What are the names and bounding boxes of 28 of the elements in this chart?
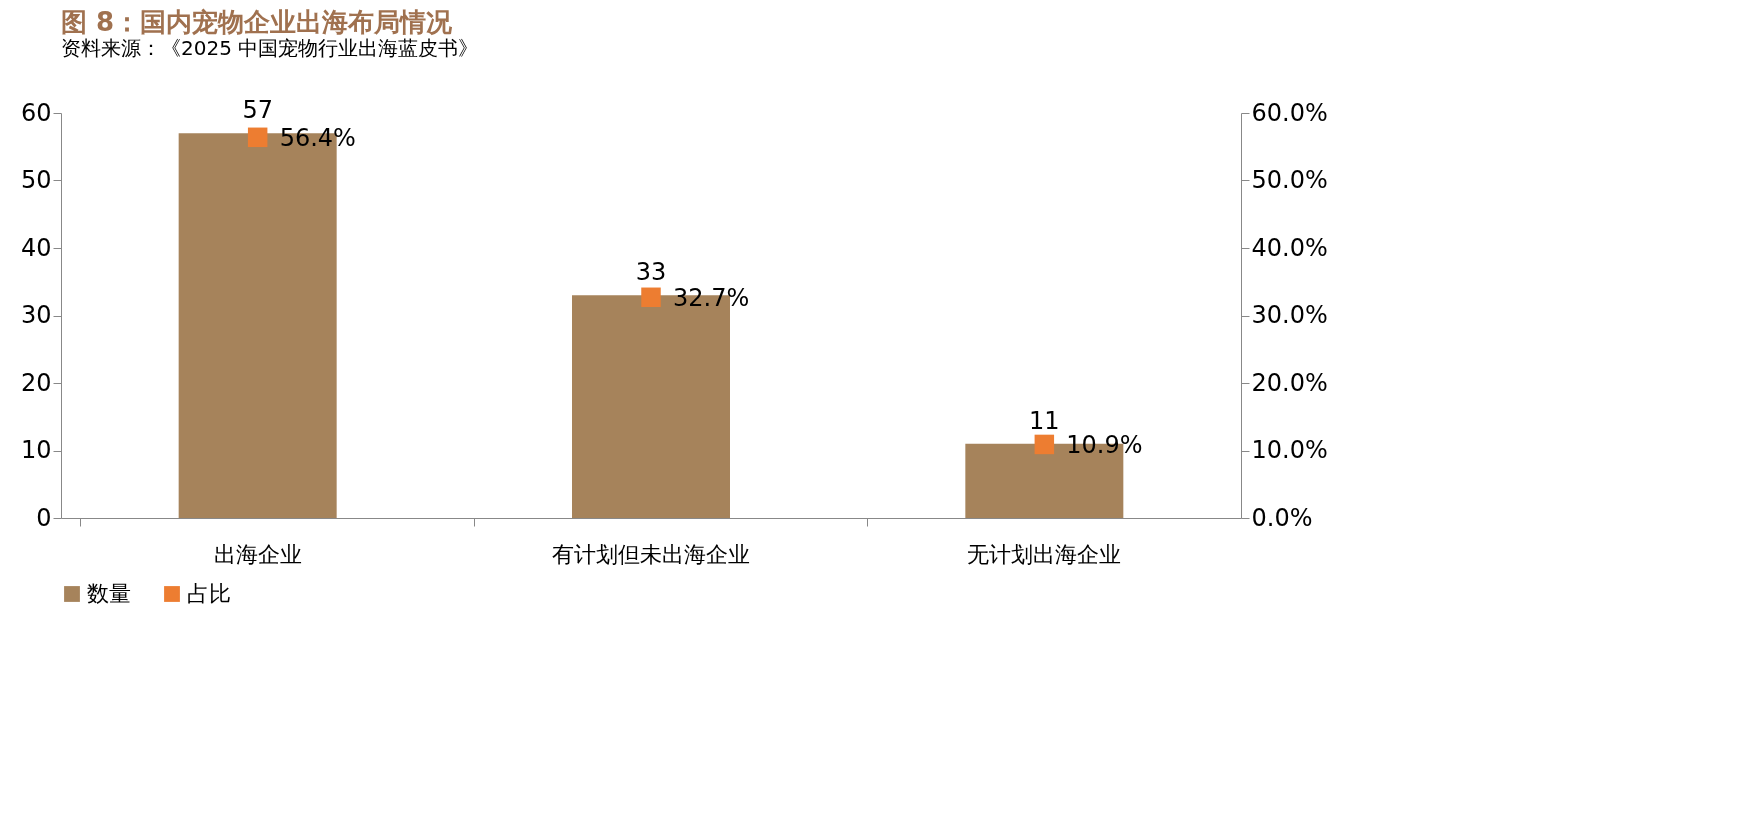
chart-title: 图 8：国内宠物企业出海布局情况 bbox=[61, 7, 454, 38]
y2-tick-label: 0.0% bbox=[1251, 503, 1313, 532]
y-tick-label: 30 bbox=[20, 301, 52, 329]
point bbox=[247, 127, 268, 148]
legend-label: 占比 bbox=[187, 581, 231, 606]
y-tick-label: 50 bbox=[20, 166, 52, 194]
data-label: 11 bbox=[1029, 406, 1060, 435]
y2-tick-label: 40.0% bbox=[1251, 233, 1328, 262]
data-label: 33 bbox=[635, 258, 667, 287]
x-tick-label: 无计划出海企业 bbox=[967, 541, 1122, 567]
x-tick-label: 有计划但未出海企业 bbox=[552, 541, 750, 567]
y2-tick-label: 30.0% bbox=[1251, 301, 1328, 329]
y2-tick-label: 50.0% bbox=[1251, 166, 1328, 194]
y2-tick-label: 20.0% bbox=[1251, 368, 1328, 397]
text: 资料来源：《2025 中国宠物行业出海蓝皮书》 bbox=[61, 36, 479, 61]
y2-tick-label: 10.0% bbox=[1251, 436, 1328, 464]
y2-tick-label: 60.0% bbox=[1251, 98, 1328, 127]
data-label: 10.9% bbox=[1066, 431, 1143, 460]
y-tick-label: 0 bbox=[36, 503, 52, 532]
x-tick-label: 出海企业 bbox=[213, 541, 302, 567]
point bbox=[1034, 434, 1055, 455]
point bbox=[641, 287, 661, 308]
y-tick-label: 60 bbox=[20, 98, 52, 127]
y-tick-label: 10 bbox=[20, 436, 52, 464]
y-tick-label: 20 bbox=[20, 368, 52, 397]
data-label: 57 bbox=[242, 96, 273, 125]
y-tick-label: 40 bbox=[20, 233, 52, 262]
legend-label: 数量 bbox=[87, 581, 131, 606]
